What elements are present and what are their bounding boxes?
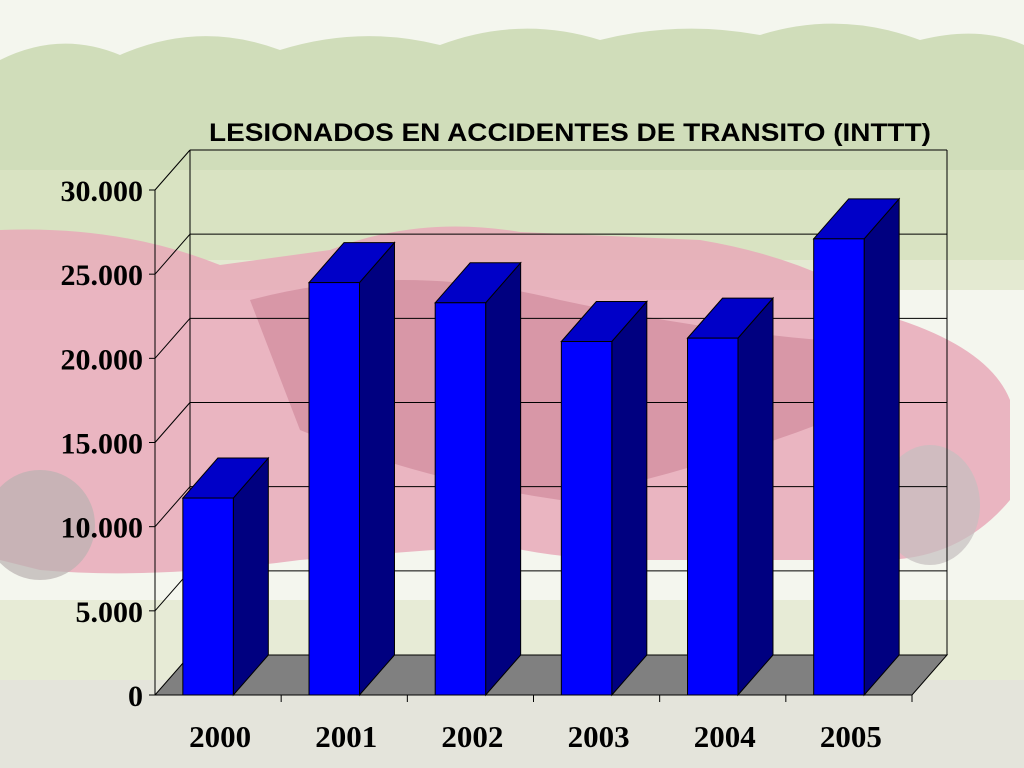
car-damage	[250, 280, 830, 500]
gridline-side	[154, 402, 191, 443]
bar-2002	[434, 261, 522, 697]
bar-2005	[812, 197, 901, 697]
bars	[181, 197, 901, 697]
bar	[560, 341, 613, 696]
x-tick-label: 2000	[189, 719, 251, 754]
y-tick-label: 20.000	[61, 343, 144, 376]
bar-side	[232, 456, 269, 697]
bar	[687, 337, 739, 696]
x-tick-label: 2004	[694, 719, 756, 754]
car-wheel-left	[0, 470, 95, 580]
y-axis-ticks: 0 5.000 10.000 15.000 20.000 25.000 30.000	[61, 175, 155, 713]
bar	[308, 282, 360, 696]
bar-2000	[181, 456, 270, 697]
x-tick-label: 2002	[441, 719, 503, 754]
bar-2003	[560, 300, 648, 697]
bar	[434, 302, 487, 696]
bar-2004	[686, 296, 775, 697]
y-tick-label: 15.000	[61, 428, 144, 461]
gridline-side	[154, 318, 191, 359]
y-tick-label: 0	[128, 680, 143, 713]
gridline-side	[154, 149, 191, 191]
y-tick-label: 10.000	[61, 512, 144, 545]
bar	[813, 238, 865, 696]
chart-plot-area: 0 5.000 10.000 15.000 20.000 25.000 30.000 200…	[61, 149, 949, 754]
bar-side	[485, 261, 522, 697]
bar-2001	[307, 241, 396, 697]
y-tick-label: 5.000	[76, 596, 144, 629]
gridline-side	[154, 486, 191, 527]
car-wheel-right	[880, 445, 980, 565]
bar-side	[611, 300, 648, 697]
bar-side	[863, 197, 900, 697]
x-tick-label: 2005	[820, 719, 882, 754]
gridline-side	[154, 233, 191, 275]
bar	[182, 497, 234, 696]
chart-title: LESIONADOS EN ACCIDENTES DE TRANSITO (IN…	[209, 119, 931, 147]
bar-side	[737, 296, 774, 697]
x-tick-label: 2003	[568, 719, 630, 754]
y-tick-label: 30.000	[61, 175, 144, 208]
bar-side	[358, 241, 395, 697]
x-tick-label: 2001	[315, 719, 377, 754]
y-tick-label: 25.000	[61, 259, 144, 292]
x-axis-ticks: 2000 2001 2002 2003 2004 2005	[189, 695, 913, 754]
